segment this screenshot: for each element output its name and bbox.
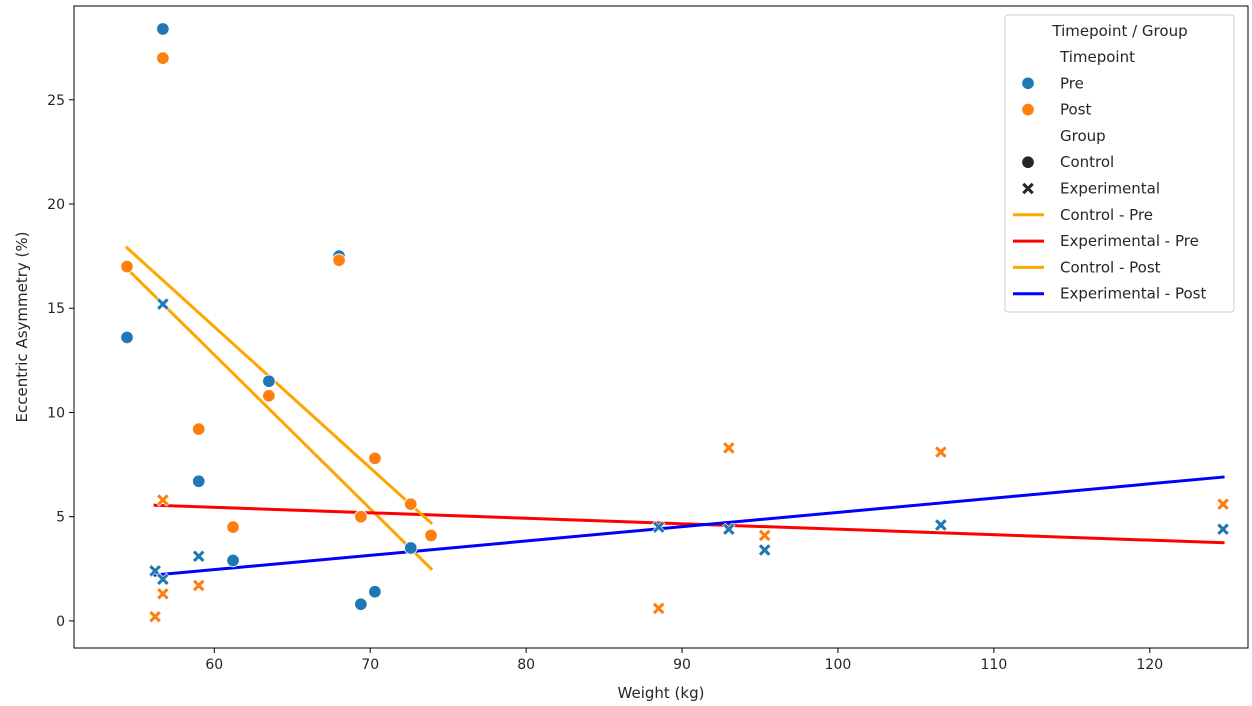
- legend-control-label: Control: [1060, 153, 1114, 171]
- experimental-pre-point: [192, 549, 206, 563]
- experimental-post-point: [758, 528, 772, 543]
- control-pre-point: [120, 330, 134, 345]
- experimental-pre-point: [1216, 522, 1230, 536]
- regression-lines: [124, 245, 1225, 577]
- control-pre-point: [262, 374, 276, 388]
- experimental-pre-point: [758, 543, 772, 557]
- control-pre-point: [191, 474, 206, 488]
- experimental-post-point: [1216, 497, 1230, 511]
- x-tick-label: 80: [517, 657, 535, 673]
- legend-timepoint-label: Timepoint: [1059, 48, 1135, 66]
- control-pre-point: [354, 597, 368, 611]
- legend-entries: Timepoint Pre Post Group Control Experimental…: [1013, 48, 1206, 303]
- x-tick-label: 100: [825, 657, 852, 673]
- experimental-pre-point: [156, 297, 170, 311]
- y-tick-label: 20: [47, 197, 65, 213]
- legend-title: Timepoint / Group: [1051, 22, 1187, 40]
- legend-experimental-pre-label: Experimental - Pre: [1060, 232, 1199, 250]
- x-axis-ticks: 60 70 80 90 100 110 120: [205, 648, 1163, 673]
- control-post-point: [156, 51, 170, 65]
- control-post-point: [191, 422, 206, 436]
- control-pre-point: [156, 22, 170, 36]
- experimental-post-point: [652, 601, 666, 616]
- control-post-point: [354, 509, 368, 524]
- legend-post-label: Post: [1060, 101, 1092, 119]
- experimental-post-point: [148, 610, 162, 624]
- y-axis-label: Eccentric Asymmetry (%): [13, 232, 31, 423]
- experimental-post-point: [192, 578, 206, 593]
- experimental-pre-point: [934, 518, 948, 532]
- control-post-point: [404, 497, 418, 511]
- legend-control-post-label: Control - Post: [1060, 258, 1161, 276]
- x-axis-label: Weight (kg): [618, 684, 705, 702]
- control-post-point: [424, 528, 438, 543]
- control-pre-point: [368, 584, 382, 599]
- control-post-point: [332, 253, 346, 268]
- experimental-pre-line: [153, 503, 1225, 545]
- experimental-pre-point: [156, 572, 170, 586]
- control-pre-line: [124, 266, 434, 571]
- experimental-pre-point: [652, 520, 666, 534]
- experimental-post-point: [156, 587, 170, 601]
- x-tick-label: 110: [981, 657, 1008, 673]
- legend-control-pre-label: Control - Pre: [1060, 206, 1153, 224]
- experimental-post-line: [153, 475, 1225, 577]
- legend-experimental-post-label: Experimental - Post: [1060, 285, 1206, 303]
- legend-post-marker: [1021, 102, 1035, 117]
- experimental-pre-point: [722, 522, 736, 536]
- legend-pre-label: Pre: [1060, 74, 1084, 92]
- y-tick-label: 5: [56, 510, 65, 526]
- plot-area-frame: [73, 5, 1249, 649]
- legend-experimental-marker: [1021, 181, 1035, 196]
- experimental-post-point: [722, 441, 736, 455]
- x-tick-label: 60: [205, 657, 223, 673]
- y-axis-ticks: 0 5 10 15 20 25: [47, 93, 74, 630]
- control-pre-point: [404, 541, 418, 555]
- x-tick-label: 70: [361, 657, 379, 673]
- x-tick-label: 120: [1136, 657, 1163, 673]
- y-tick-label: 25: [47, 93, 65, 109]
- legend-box: [1004, 14, 1235, 313]
- experimental-post-point: [156, 493, 170, 507]
- legend-control-marker: [1021, 155, 1035, 169]
- control-pre-point: [226, 553, 240, 568]
- experimental-post-point: [934, 445, 948, 459]
- legend-pre-marker: [1021, 76, 1035, 91]
- legend: Timepoint / Group Timepoint Pre Post Group C…: [1004, 14, 1235, 313]
- control-post-point: [368, 451, 382, 466]
- data-points: [120, 22, 1230, 624]
- y-tick-label: 0: [56, 614, 65, 630]
- legend-experimental-label: Experimental: [1060, 180, 1160, 198]
- control-post-line: [124, 245, 434, 526]
- control-post-point: [262, 389, 276, 403]
- control-post-point: [226, 520, 240, 534]
- y-tick-label: 10: [47, 405, 65, 421]
- x-tick-label: 90: [673, 657, 691, 673]
- control-post-point: [120, 259, 134, 274]
- y-tick-label: 15: [47, 301, 65, 317]
- legend-group-label: Group: [1060, 127, 1106, 145]
